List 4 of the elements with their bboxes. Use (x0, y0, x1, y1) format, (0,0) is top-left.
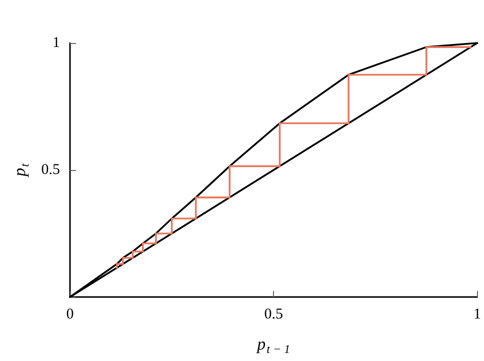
x-tick-label: 1 (474, 306, 481, 322)
x-tick-label: 0 (66, 306, 74, 322)
x-tick-label: 0.5 (264, 306, 283, 322)
y-axis-title: pt (10, 162, 32, 178)
